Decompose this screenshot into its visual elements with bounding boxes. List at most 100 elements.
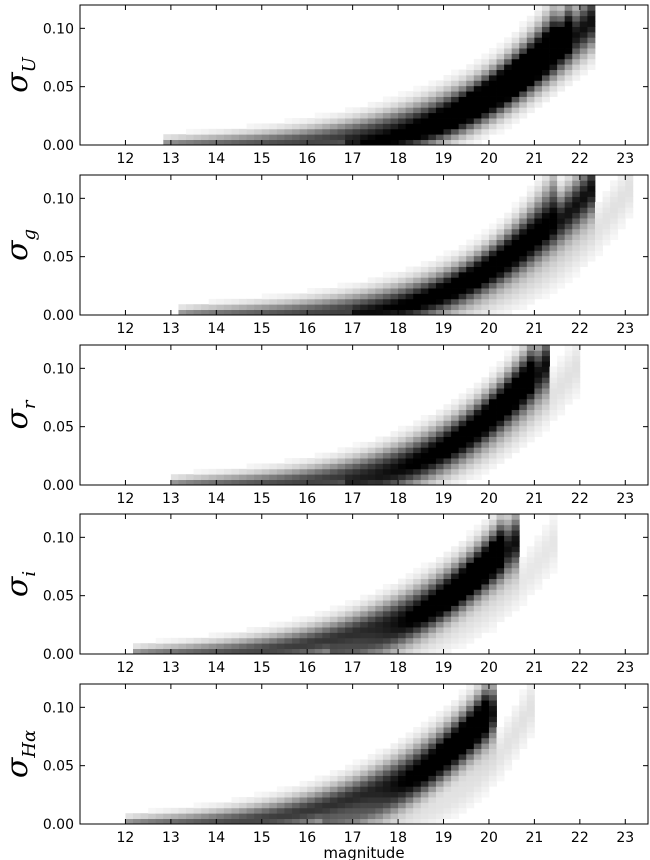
density-cell bbox=[382, 780, 391, 787]
density-cell bbox=[375, 282, 384, 289]
density-cell bbox=[488, 261, 497, 267]
density-cell bbox=[473, 239, 482, 246]
density-cell bbox=[488, 573, 497, 580]
density-cell bbox=[473, 605, 482, 612]
density-cell bbox=[284, 293, 293, 300]
density-cell bbox=[451, 271, 460, 278]
density-cell bbox=[322, 128, 331, 135]
density-cell bbox=[352, 112, 361, 119]
density-cell bbox=[466, 589, 475, 596]
density-cell bbox=[216, 807, 225, 814]
density-cell bbox=[345, 600, 354, 606]
density-cell bbox=[360, 458, 369, 464]
density-cell bbox=[496, 584, 505, 590]
density-cell bbox=[420, 802, 429, 809]
density-cell bbox=[390, 743, 399, 750]
density-cell bbox=[511, 441, 520, 448]
density-cell bbox=[246, 813, 255, 820]
x-tick-label: 21 bbox=[525, 830, 543, 846]
density-cell bbox=[367, 474, 376, 481]
density-cell bbox=[382, 293, 391, 300]
density-cell bbox=[557, 58, 566, 65]
density-cell bbox=[557, 361, 566, 367]
density-cell bbox=[451, 304, 460, 311]
density-cell bbox=[261, 627, 270, 633]
density-cell bbox=[473, 382, 482, 389]
density-cell bbox=[466, 398, 475, 405]
density-cell bbox=[337, 123, 346, 130]
density-cell bbox=[360, 107, 369, 114]
density-cell bbox=[413, 605, 422, 612]
density-cell bbox=[443, 479, 452, 486]
x-tick-label: 13 bbox=[162, 491, 180, 507]
density-cell bbox=[473, 431, 482, 437]
density-cell bbox=[420, 112, 429, 119]
density-cell bbox=[443, 309, 452, 316]
density-cell bbox=[367, 627, 376, 633]
density-cell bbox=[481, 743, 490, 750]
density-cell bbox=[519, 75, 528, 81]
density-cell bbox=[481, 468, 490, 475]
density-cell bbox=[466, 293, 475, 300]
density-cell bbox=[269, 479, 278, 486]
density-cell bbox=[405, 637, 414, 644]
density-cell bbox=[193, 139, 202, 146]
density-cell bbox=[488, 304, 497, 311]
density-cell bbox=[473, 388, 482, 394]
density-cell bbox=[360, 474, 369, 481]
density-cell bbox=[504, 737, 513, 744]
density-cell bbox=[269, 123, 278, 130]
density-cell bbox=[231, 637, 240, 644]
density-cell bbox=[390, 468, 399, 475]
density-cell bbox=[481, 584, 490, 590]
density-cell bbox=[458, 546, 467, 553]
density-cell bbox=[405, 441, 414, 448]
density-cell bbox=[481, 535, 490, 542]
density-cell bbox=[345, 447, 354, 454]
density-cell bbox=[276, 298, 285, 305]
density-cell bbox=[519, 415, 528, 421]
density-cell bbox=[451, 802, 460, 809]
density-cell bbox=[352, 637, 361, 644]
density-cell bbox=[519, 366, 528, 373]
density-cell bbox=[269, 802, 278, 809]
density-cell bbox=[466, 431, 475, 437]
density-cell bbox=[420, 770, 429, 776]
density-cell bbox=[261, 123, 270, 130]
density-cell bbox=[420, 479, 429, 486]
density-cell bbox=[511, 382, 520, 389]
density-cell bbox=[496, 420, 505, 427]
density-cell bbox=[572, 239, 581, 246]
density-cell bbox=[292, 791, 301, 798]
density-cell bbox=[519, 85, 528, 92]
density-cell bbox=[405, 818, 414, 825]
density-cell bbox=[610, 196, 619, 203]
density-cell bbox=[292, 134, 301, 141]
density-cell bbox=[405, 96, 414, 103]
density-cell bbox=[488, 425, 497, 432]
density-cell bbox=[337, 479, 346, 486]
density-cell bbox=[405, 780, 414, 787]
density-cell bbox=[519, 420, 528, 427]
density-cell bbox=[375, 643, 384, 650]
density-cell bbox=[572, 21, 581, 27]
density-cell bbox=[572, 393, 581, 400]
density-cell bbox=[504, 355, 513, 362]
density-cell bbox=[587, 26, 596, 33]
density-cell bbox=[458, 112, 467, 119]
density-cell bbox=[481, 562, 490, 569]
density-cell bbox=[610, 207, 619, 214]
density-cell bbox=[246, 298, 255, 305]
density-cell bbox=[337, 118, 346, 124]
density-cell bbox=[178, 309, 187, 316]
density-cell bbox=[148, 818, 157, 825]
density-cell bbox=[345, 458, 354, 464]
density-cell bbox=[398, 436, 407, 443]
density-cell bbox=[292, 118, 301, 124]
density-cell bbox=[443, 802, 452, 809]
density-cell bbox=[420, 128, 429, 135]
density-cell bbox=[352, 616, 361, 623]
density-cell bbox=[488, 743, 497, 750]
density-cell bbox=[451, 700, 460, 706]
density-cell bbox=[451, 759, 460, 766]
